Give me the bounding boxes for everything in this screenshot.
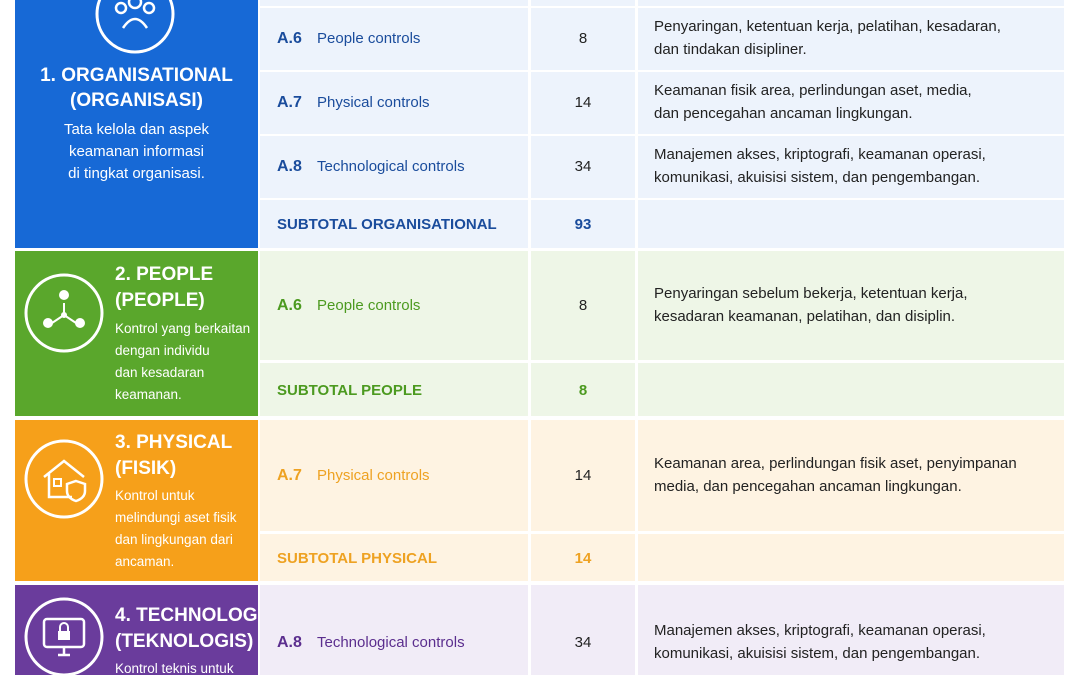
category-panel	[15, 0, 258, 248]
control-count: 34	[574, 633, 592, 651]
table-cell	[638, 136, 1064, 198]
control-count: 14	[574, 94, 592, 111]
table-cell	[260, 420, 528, 531]
subtotal-value: 14	[574, 549, 592, 567]
control-count: 8	[578, 296, 588, 314]
control-description: Penyaringan, ketentuan kerja, pelatihan,…	[654, 18, 1001, 35]
control-description: Penyaringan sebelum bekerja, ketentuan k…	[654, 284, 968, 302]
table-cell	[531, 363, 635, 416]
category-title: 1. ORGANISATIONAL	[40, 65, 233, 86]
control-name: Physical controls	[317, 94, 430, 111]
table-cell	[531, 251, 635, 360]
category-panel	[15, 251, 258, 416]
control-description: kesadaran keamanan, pelatihan, dan disip…	[654, 307, 956, 325]
table-cell	[638, 420, 1064, 531]
control-description: Keamanan fisik area, perlindungan aset, …	[654, 82, 972, 99]
table-cell	[260, 200, 528, 248]
table-cell	[638, 534, 1064, 581]
control-description: Manajemen akses, kriptografi, keamanan o…	[654, 146, 986, 163]
control-count: 14	[574, 466, 592, 484]
control-description: Manajemen akses, kriptografi, keamanan o…	[654, 621, 986, 639]
table-cell	[260, 585, 528, 675]
table-cell	[531, 420, 635, 531]
category-title: 4. TECHNOLOGICAL	[115, 605, 302, 626]
table-cell	[531, 0, 635, 6]
category-icon	[24, 597, 104, 675]
category-panel	[15, 420, 258, 581]
category-description: melindungi aset fisik	[115, 510, 237, 525]
table-cell	[638, 200, 1064, 248]
control-name: Technological controls	[317, 158, 465, 175]
control-name: People controls	[317, 30, 421, 47]
category-description: Tata kelola dan aspek	[63, 121, 210, 138]
table-cell	[638, 251, 1064, 360]
category-description: ancaman.	[115, 554, 175, 569]
category-title: (ORGANISASI)	[70, 90, 203, 111]
control-description: dan tindakan disipliner.	[654, 41, 807, 58]
control-code: A.7	[277, 466, 302, 484]
category-title: 3. PHYSICAL	[115, 432, 233, 453]
table-cell	[260, 0, 528, 6]
category-description: keamanan informasi	[68, 143, 205, 160]
control-code: A.7	[277, 94, 302, 111]
table-cell	[260, 534, 528, 581]
table-cell	[531, 585, 635, 675]
control-description: komunikasi, akuisisi sistem, dan pengemb…	[654, 644, 981, 662]
category-description: keamanan.	[115, 387, 182, 402]
category-icon	[24, 273, 104, 353]
category-title: 2. PEOPLE	[115, 264, 214, 285]
category-title: (TEKNOLOGIS)	[115, 631, 254, 652]
control-code: A.8	[277, 158, 302, 175]
table-cell	[531, 200, 635, 248]
table-cell	[638, 8, 1064, 70]
table-cell	[531, 534, 635, 581]
control-name: Physical controls	[317, 466, 430, 484]
category-icon	[24, 439, 104, 519]
table-cell	[260, 363, 528, 416]
category-title: (PEOPLE)	[115, 290, 205, 311]
category-title: (FISIK)	[115, 458, 177, 479]
control-code: A.8	[277, 633, 302, 651]
control-code: A.6	[277, 296, 302, 314]
table-cell	[638, 363, 1064, 416]
control-description: media, dan pencegahan ancaman lingkungan…	[654, 477, 962, 495]
subtotal-label: SUBTOTAL ORGANISATIONAL	[277, 216, 497, 233]
table-cell	[260, 8, 528, 70]
control-name: Technological controls	[317, 633, 465, 651]
category-description: dan lingkungan dari	[115, 532, 233, 547]
category-description: Kontrol teknis untuk	[115, 661, 234, 675]
table-cell	[638, 585, 1064, 675]
category-description: dengan individu	[115, 343, 210, 358]
control-description: Keamanan area, perlindungan fisik aset, …	[654, 454, 1017, 472]
table-cell	[260, 251, 528, 360]
table-cell	[531, 8, 635, 70]
subtotal-label: SUBTOTAL PEOPLE	[277, 381, 423, 399]
table-cell	[638, 0, 1064, 6]
control-description: komunikasi, akuisisi sistem, dan pengemb…	[654, 169, 981, 186]
control-name: People controls	[317, 296, 421, 314]
subtotal-value: 93	[574, 216, 592, 233]
control-code: A.6	[277, 30, 302, 47]
table-cell	[260, 72, 528, 134]
category-description: di tingkat organisasi.	[68, 165, 205, 182]
subtotal-value: 8	[578, 381, 588, 399]
category-description: Kontrol yang berkaitan	[115, 321, 251, 336]
category-icon	[95, 0, 175, 54]
table-cell	[260, 136, 528, 198]
control-description: dan pencegahan ancaman lingkungan.	[654, 105, 913, 122]
control-count: 34	[574, 158, 592, 175]
category-description: Kontrol untuk	[115, 488, 195, 503]
table-cell	[531, 72, 635, 134]
subtotal-label: SUBTOTAL PHYSICAL	[277, 549, 438, 567]
category-description: dan kesadaran	[115, 365, 205, 380]
control-count: 8	[578, 30, 588, 47]
table-cell	[638, 72, 1064, 134]
table-cell	[531, 136, 635, 198]
